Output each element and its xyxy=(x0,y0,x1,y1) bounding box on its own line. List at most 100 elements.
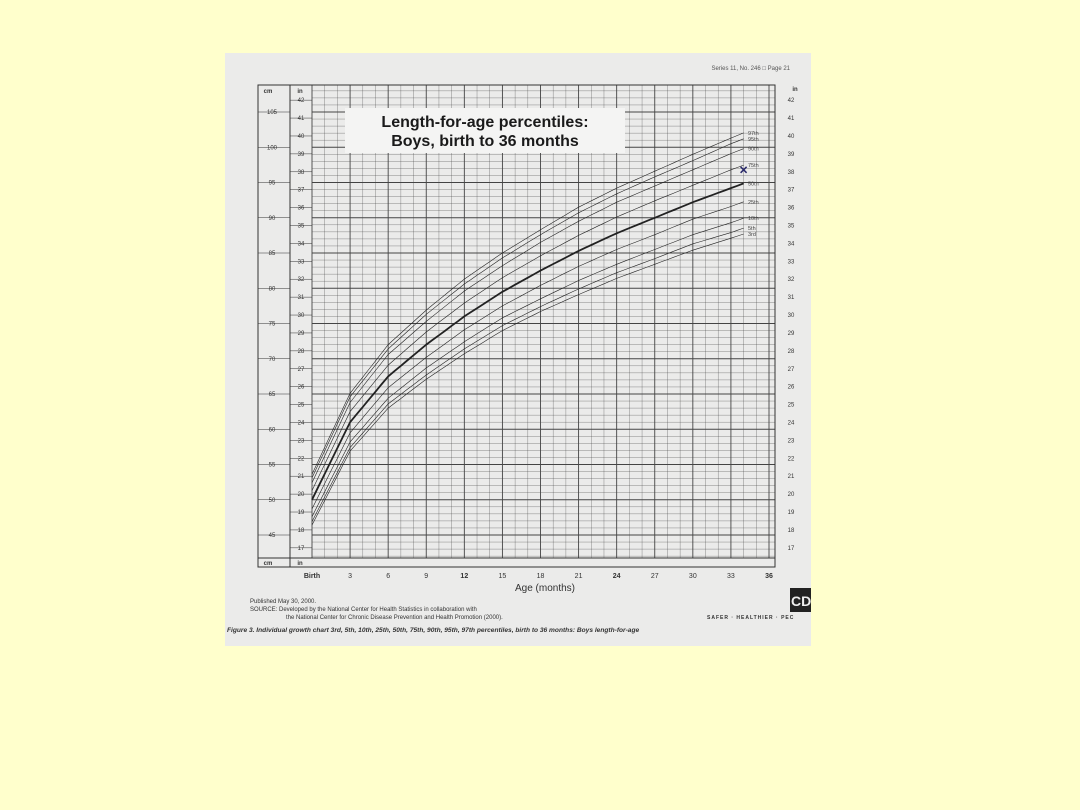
in-tick-label-right: 20 xyxy=(788,492,795,498)
cdc-logo-text: CD xyxy=(791,593,811,609)
source-line-1: SOURCE: Developed by the National Center… xyxy=(250,607,477,613)
x-tick-label: 24 xyxy=(613,573,621,580)
percentile-line-95th xyxy=(311,138,744,479)
in-tick-label-right: 30 xyxy=(788,313,795,319)
in-tick-label-left: 25 xyxy=(298,403,305,409)
cm-tick-label: 50 xyxy=(269,498,276,504)
cm-tick-label: 45 xyxy=(269,533,276,539)
in-tick-label-left: 30 xyxy=(298,313,305,319)
cm-tick-label: 70 xyxy=(269,357,276,363)
in-tick-label-left: 34 xyxy=(298,241,305,247)
x-tick-label: 27 xyxy=(651,573,659,580)
percentile-line-90th xyxy=(311,148,744,483)
in-tick-label-right: 27 xyxy=(788,367,795,373)
in-tick-label-left: 41 xyxy=(298,116,305,122)
x-tick-label: 30 xyxy=(689,573,697,580)
in-tick-label-right: 23 xyxy=(788,438,795,444)
x-tick-label: 9 xyxy=(424,573,428,580)
in-tick-label-left: 42 xyxy=(298,98,305,104)
in-unit-bottom: in xyxy=(297,561,303,567)
in-tick-label-right: 17 xyxy=(788,546,795,552)
percentile-label-5th: 5th xyxy=(748,226,756,232)
cdc-logo xyxy=(790,588,811,612)
in-tick-label-right: 32 xyxy=(788,277,795,283)
in-unit-right: in xyxy=(792,87,798,93)
grid xyxy=(311,85,775,558)
x-tick-label: 18 xyxy=(537,573,545,580)
cm-tick-label: 100 xyxy=(267,145,278,151)
in-tick-label-left: 38 xyxy=(298,170,305,176)
series-note: Series 11, No. 246 □ Page 21 xyxy=(711,66,790,72)
in-tick-label-left: 23 xyxy=(298,438,305,444)
percentile-line-97th xyxy=(311,132,744,475)
x-tick-label: 3 xyxy=(348,573,352,580)
cm-tick-label: 55 xyxy=(269,463,276,469)
in-tick-label-left: 40 xyxy=(298,134,305,140)
percentile-line-10th xyxy=(311,217,744,517)
chart-subtitle: Boys, birth to 36 months xyxy=(391,133,579,150)
x-tick-label: 12 xyxy=(460,573,468,580)
in-tick-label-right: 42 xyxy=(788,98,795,104)
x-tick-label: 21 xyxy=(575,573,583,580)
cm-tick-label: 65 xyxy=(269,392,276,398)
percentile-label-75th: 75th xyxy=(748,163,759,169)
figure-caption: Figure 3. Individual growth chart 3rd, 5… xyxy=(227,627,640,634)
cm-tick-label: 80 xyxy=(269,286,276,292)
in-tick-label-left: 39 xyxy=(298,152,305,158)
in-tick-label-right: 39 xyxy=(788,152,795,158)
in-tick-label-left: 26 xyxy=(298,385,305,391)
in-tick-label-left: 35 xyxy=(298,224,305,230)
in-tick-label-right: 28 xyxy=(788,349,795,355)
in-tick-label-right: 38 xyxy=(788,170,795,176)
percentile-line-50th xyxy=(311,182,744,501)
in-tick-label-left: 22 xyxy=(298,456,305,462)
measurement-x-marker xyxy=(740,166,748,174)
x-tick-label: Birth xyxy=(304,573,320,580)
source-line-2: the National Center for Chronic Disease … xyxy=(286,615,503,621)
x-tick-label: 33 xyxy=(727,573,735,580)
in-tick-label-right: 19 xyxy=(788,510,795,516)
chart-title: Length-for-age percentiles: xyxy=(381,114,588,131)
in-tick-label-left: 21 xyxy=(298,474,305,480)
x-axis-label: Age (months) xyxy=(515,583,575,594)
percentile-line-3rd xyxy=(311,233,744,526)
cm-tick-label: 90 xyxy=(269,216,276,222)
in-tick-label-right: 35 xyxy=(788,224,795,230)
in-tick-label-left: 32 xyxy=(298,277,305,283)
x-tick-label: 36 xyxy=(765,573,773,580)
title-box xyxy=(345,108,625,153)
cm-tick-label: 85 xyxy=(269,251,276,257)
in-tick-label-left: 17 xyxy=(298,546,305,552)
cm-tick-label: 60 xyxy=(269,427,276,433)
in-tick-label-left: 24 xyxy=(298,420,305,426)
in-tick-label-left: 20 xyxy=(298,492,305,498)
in-tick-label-right: 26 xyxy=(788,385,795,391)
in-tick-label-right: 40 xyxy=(788,134,795,140)
in-tick-label-right: 22 xyxy=(788,456,795,462)
in-tick-label-right: 25 xyxy=(788,403,795,409)
in-tick-label-left: 27 xyxy=(298,367,305,373)
in-tick-label-right: 36 xyxy=(788,206,795,212)
percentile-label-95th: 95th xyxy=(748,137,759,143)
percentile-label-90th: 90th xyxy=(748,147,759,153)
cm-tick-label: 95 xyxy=(269,181,276,187)
in-tick-label-left: 18 xyxy=(298,528,305,534)
x-tick-label: 15 xyxy=(499,573,507,580)
cm-unit-top: cm xyxy=(264,89,273,95)
axes: 45 50 55 60 65 70 75 80 85 90 95 100 105 17 17 18 18 19 19… xyxy=(257,84,798,580)
cm-tick-label: 75 xyxy=(269,322,276,328)
in-tick-label-left: 31 xyxy=(298,295,305,301)
published-note: Published May 30, 2000. xyxy=(250,599,316,605)
in-tick-label-right: 29 xyxy=(788,331,795,337)
in-tick-label-left: 33 xyxy=(298,259,305,265)
in-tick-label-right: 24 xyxy=(788,420,795,426)
percentile-line-25th xyxy=(311,201,744,510)
in-tick-label-right: 18 xyxy=(788,528,795,534)
percentile-label-3rd: 3rd xyxy=(748,232,756,238)
in-tick-label-right: 37 xyxy=(788,188,795,194)
x-tick-label: 6 xyxy=(386,573,390,580)
in-tick-label-left: 37 xyxy=(298,188,305,194)
in-tick-label-left: 19 xyxy=(298,510,305,516)
